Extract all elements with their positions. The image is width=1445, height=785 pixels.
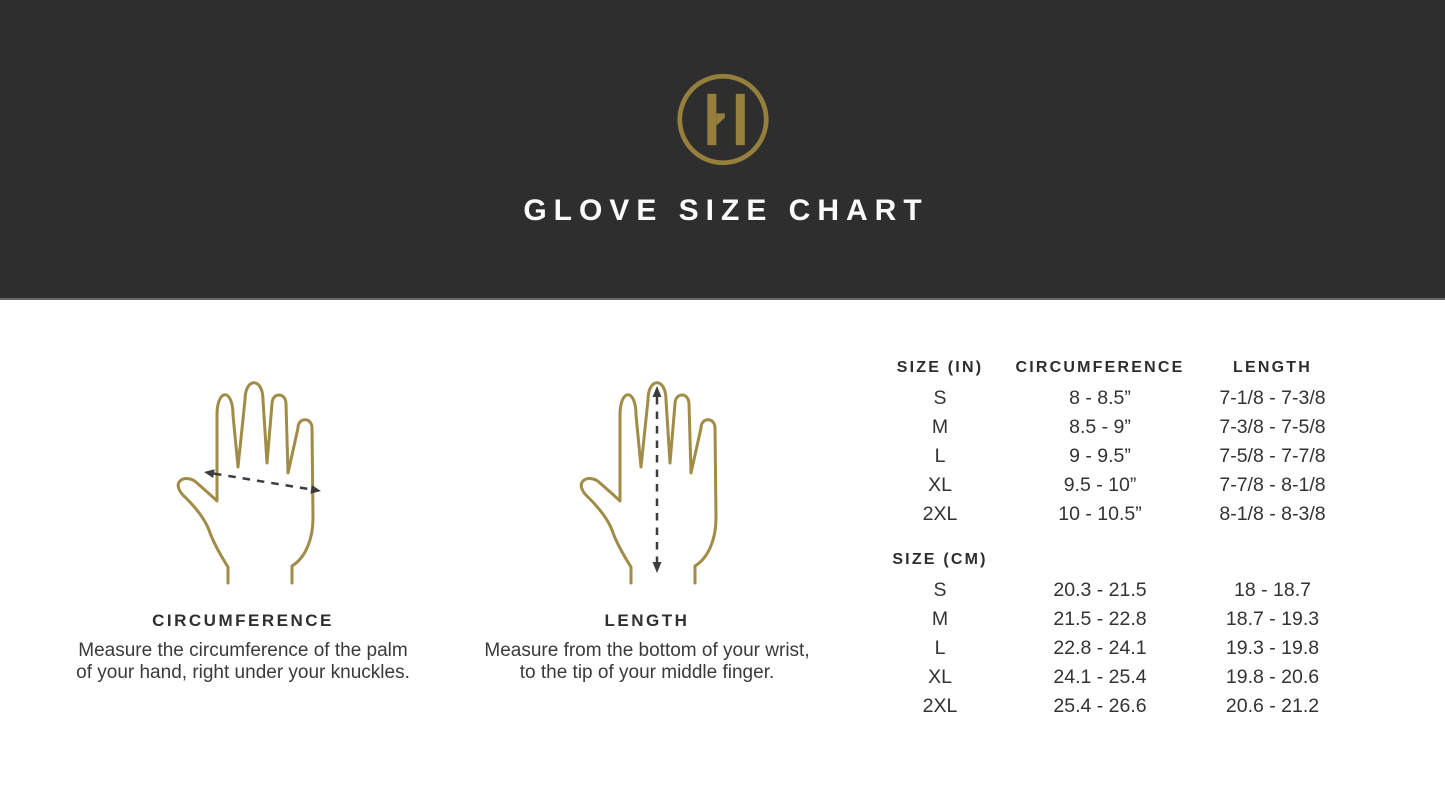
table-row-in-xl: XL 9.5 - 10” 7-7/8 - 8-1/8 — [875, 471, 1350, 500]
size-cell: L — [934, 637, 946, 659]
table-row-cm-m: M 21.5 - 22.8 18.7 - 19.3 — [875, 605, 1350, 634]
table-row-in-2xl: 2XL 10 - 10.5” 8-1/8 - 8-3/8 — [875, 500, 1350, 529]
size-cell: S — [933, 579, 947, 601]
circumference-cell: 22.8 - 24.1 — [1053, 637, 1147, 659]
table-row-cm-xl: XL 24.1 - 25.4 19.8 - 20.6 — [875, 663, 1350, 692]
circumference-arrow-icon — [204, 469, 321, 494]
length-arrow-icon — [652, 386, 662, 573]
circumference-cell: 8 - 8.5” — [1069, 387, 1131, 409]
column-header-size-in: SIZE (IN) — [896, 359, 984, 376]
header-banner: GLOVE SIZE CHART — [0, 0, 1445, 300]
circumference-cell: 20.3 - 21.5 — [1053, 579, 1147, 601]
size-cell: XL — [928, 474, 952, 496]
column-header-circumference: CIRCUMFERENCE — [1015, 359, 1185, 376]
circumference-cell: 10 - 10.5” — [1058, 503, 1142, 525]
column-header-length: LENGTH — [1233, 359, 1312, 376]
spacer-cell — [1005, 544, 1195, 576]
size-cell: 2XL — [922, 503, 958, 525]
length-cell: 8-1/8 - 8-3/8 — [1219, 503, 1326, 525]
hand-outline-icon — [579, 381, 718, 585]
circumference-cell: 24.1 - 25.4 — [1053, 666, 1147, 688]
hand-outline-icon — [176, 381, 315, 585]
table-row-cm-l: L 22.8 - 24.1 19.3 - 19.8 — [875, 634, 1350, 663]
length-cell: 18 - 18.7 — [1234, 579, 1311, 601]
size-cell: M — [931, 608, 949, 630]
size-cell: XL — [928, 666, 952, 688]
circumference-cell: 8.5 - 9” — [1069, 416, 1131, 438]
circumference-cell: 9 - 9.5” — [1069, 445, 1131, 467]
table-row-cm-2xl: 2XL 25.4 - 26.6 20.6 - 21.2 — [875, 692, 1350, 721]
circumference-heading: CIRCUMFERENCE — [152, 611, 334, 630]
table-row-in-m: M 8.5 - 9” 7-3/8 - 7-5/8 — [875, 413, 1350, 442]
table-header-row-inches: SIZE (IN) CIRCUMFERENCE LENGTH — [875, 352, 1350, 384]
length-cell: 7-1/8 - 7-3/8 — [1219, 387, 1326, 409]
length-heading: LENGTH — [604, 611, 690, 630]
length-cell: 19.3 - 19.8 — [1225, 637, 1320, 659]
size-cell: 2XL — [922, 695, 958, 717]
column-header-size-cm: SIZE (CM) — [892, 551, 988, 568]
length-cell: 7-5/8 - 7-7/8 — [1219, 445, 1326, 467]
size-cell: S — [933, 387, 947, 409]
circumference-cell: 25.4 - 26.6 — [1053, 695, 1147, 717]
circumference-cell: 9.5 - 10” — [1063, 474, 1137, 496]
length-cell: 20.6 - 21.2 — [1225, 695, 1320, 717]
circumference-hand-diagram — [176, 381, 321, 585]
table-header-row-cm: SIZE (CM) — [875, 544, 1350, 576]
spacer-cell — [1195, 544, 1350, 576]
length-hand-diagram — [579, 381, 718, 585]
length-cell: 19.8 - 20.6 — [1225, 666, 1320, 688]
brand-logo-icon — [676, 73, 769, 166]
circumference-description-line1: Measure the circumference of the palm — [78, 640, 408, 661]
length-cell: 18.7 - 19.3 — [1225, 608, 1320, 630]
length-caption: LENGTH Measure from the bottom of your w… — [467, 611, 827, 683]
length-description-line2: to the tip of your middle finger. — [519, 661, 775, 683]
page-title: GLOVE SIZE CHART — [523, 194, 929, 227]
table-row-in-s: S 8 - 8.5” 7-1/8 - 7-3/8 — [875, 384, 1350, 413]
length-cell: 7-7/8 - 8-1/8 — [1219, 474, 1326, 496]
length-cell: 7-3/8 - 7-5/8 — [1219, 416, 1326, 438]
size-cell: M — [931, 416, 949, 438]
size-table: SIZE (IN) CIRCUMFERENCE LENGTH S 8 - 8.5… — [875, 352, 1350, 721]
table-row-cm-s: S 20.3 - 21.5 18 - 18.7 — [875, 576, 1350, 605]
circumference-cell: 21.5 - 22.8 — [1053, 608, 1147, 630]
length-description-line1: Measure from the bottom of your wrist, — [484, 640, 810, 661]
table-row-in-l: L 9 - 9.5” 7-5/8 - 7-7/8 — [875, 442, 1350, 471]
size-cell: L — [934, 445, 946, 467]
circumference-description-line2: of your hand, right under your knuckles. — [76, 661, 410, 683]
circumference-caption: CIRCUMFERENCE Measure the circumference … — [63, 611, 423, 683]
